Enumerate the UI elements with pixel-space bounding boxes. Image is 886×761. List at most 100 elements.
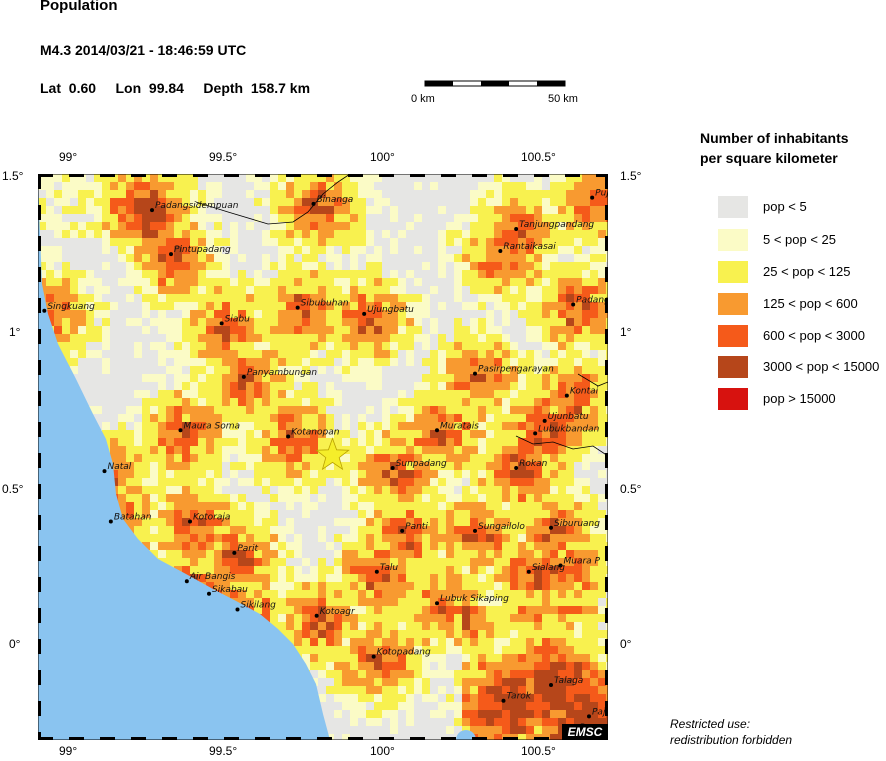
density-cell bbox=[358, 246, 366, 254]
density-cell bbox=[574, 670, 582, 678]
density-cell bbox=[294, 374, 302, 382]
density-cell bbox=[94, 334, 102, 342]
density-cell bbox=[526, 574, 534, 582]
density-cell bbox=[190, 518, 198, 526]
density-cell bbox=[462, 566, 470, 574]
density-cell bbox=[382, 534, 390, 542]
density-cell bbox=[358, 510, 366, 518]
density-cell bbox=[294, 238, 302, 246]
density-cell bbox=[334, 182, 342, 190]
density-cell bbox=[358, 294, 366, 302]
density-cell bbox=[254, 262, 262, 270]
density-cell bbox=[422, 206, 430, 214]
density-cell bbox=[566, 502, 574, 510]
density-cell bbox=[470, 662, 478, 670]
density-cell bbox=[478, 214, 486, 222]
density-cell bbox=[478, 278, 486, 286]
density-cell bbox=[550, 230, 558, 238]
density-cell bbox=[582, 470, 590, 478]
density-cell bbox=[534, 510, 542, 518]
density-cell bbox=[278, 206, 286, 214]
density-cell bbox=[494, 350, 502, 358]
density-cell bbox=[294, 406, 302, 414]
density-cell bbox=[542, 238, 550, 246]
density-cell bbox=[510, 582, 518, 590]
density-cell bbox=[278, 246, 286, 254]
density-cell bbox=[406, 286, 414, 294]
density-cell bbox=[254, 518, 262, 526]
density-cell bbox=[582, 518, 590, 526]
density-cell bbox=[478, 710, 486, 718]
density-cell bbox=[422, 286, 430, 294]
density-cell bbox=[286, 310, 294, 318]
density-cell bbox=[246, 430, 254, 438]
density-cell bbox=[270, 342, 278, 350]
density-cell bbox=[366, 366, 374, 374]
density-cell bbox=[222, 214, 230, 222]
density-cell bbox=[206, 374, 214, 382]
density-cell bbox=[230, 518, 238, 526]
density-cell bbox=[398, 342, 406, 350]
density-cell bbox=[294, 494, 302, 502]
density-cell bbox=[174, 286, 182, 294]
density-cell bbox=[62, 230, 70, 238]
density-cell bbox=[358, 286, 366, 294]
density-cell bbox=[390, 238, 398, 246]
density-cell bbox=[254, 390, 262, 398]
density-cell bbox=[470, 622, 478, 630]
density-cell bbox=[446, 622, 454, 630]
density-cell bbox=[278, 222, 286, 230]
density-cell bbox=[278, 438, 286, 446]
density-cell bbox=[206, 198, 214, 206]
density-cell bbox=[494, 638, 502, 646]
density-cell bbox=[126, 302, 134, 310]
density-cell bbox=[126, 222, 134, 230]
density-cell bbox=[526, 262, 534, 270]
density-cell bbox=[486, 294, 494, 302]
density-cell bbox=[238, 302, 246, 310]
density-cell bbox=[190, 574, 198, 582]
density-cell bbox=[550, 558, 558, 566]
density-cell bbox=[102, 222, 110, 230]
density-cell bbox=[374, 614, 382, 622]
density-cell bbox=[118, 334, 126, 342]
density-cell bbox=[182, 318, 190, 326]
density-cell bbox=[518, 438, 526, 446]
density-cell bbox=[38, 222, 46, 230]
density-cell bbox=[454, 678, 462, 686]
density-cell bbox=[270, 478, 278, 486]
density-cell bbox=[374, 326, 382, 334]
density-cell bbox=[86, 398, 94, 406]
density-cell bbox=[494, 598, 502, 606]
density-cell bbox=[446, 518, 454, 526]
density-cell bbox=[118, 510, 126, 518]
density-cell bbox=[510, 574, 518, 582]
density-cell bbox=[478, 294, 486, 302]
density-cell bbox=[70, 294, 78, 302]
density-cell bbox=[142, 278, 150, 286]
density-cell bbox=[358, 374, 366, 382]
density-cell bbox=[70, 358, 78, 366]
density-cell bbox=[126, 454, 134, 462]
density-cell bbox=[422, 590, 430, 598]
density-cell bbox=[294, 478, 302, 486]
density-cell bbox=[206, 534, 214, 542]
density-cell bbox=[526, 702, 534, 710]
density-cell bbox=[350, 278, 358, 286]
density-cell bbox=[134, 214, 142, 222]
density-cell bbox=[446, 398, 454, 406]
density-cell bbox=[326, 606, 334, 614]
density-cell bbox=[358, 606, 366, 614]
density-cell bbox=[110, 390, 118, 398]
density-cell bbox=[534, 422, 542, 430]
density-cell bbox=[374, 622, 382, 630]
density-cell bbox=[318, 366, 326, 374]
density-cell bbox=[142, 222, 150, 230]
density-cell bbox=[518, 590, 526, 598]
density-cell bbox=[302, 190, 310, 198]
density-cell bbox=[470, 606, 478, 614]
density-cell bbox=[574, 326, 582, 334]
density-cell bbox=[390, 350, 398, 358]
density-cell bbox=[518, 462, 526, 470]
density-cell bbox=[470, 366, 478, 374]
